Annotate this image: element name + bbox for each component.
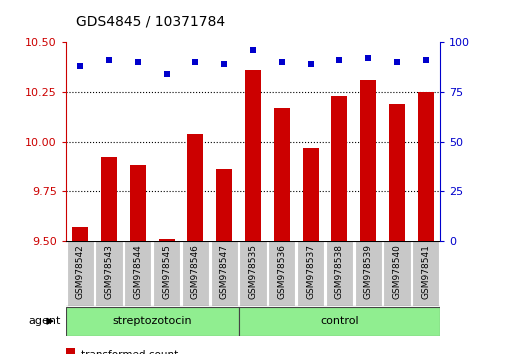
Bar — [216, 169, 232, 241]
Point — [133, 59, 141, 65]
Bar — [273, 108, 289, 241]
Bar — [72, 227, 88, 241]
Point — [105, 57, 113, 63]
FancyBboxPatch shape — [66, 307, 238, 336]
Bar — [302, 148, 318, 241]
Bar — [130, 165, 145, 241]
FancyBboxPatch shape — [124, 241, 151, 306]
Text: transformed count: transformed count — [81, 350, 178, 354]
Text: GSM978545: GSM978545 — [162, 244, 171, 299]
Text: GSM978540: GSM978540 — [392, 244, 401, 299]
Text: GSM978535: GSM978535 — [248, 244, 257, 299]
FancyBboxPatch shape — [95, 241, 122, 306]
Text: GSM978538: GSM978538 — [334, 244, 343, 299]
Bar — [159, 239, 174, 241]
Point — [306, 62, 314, 67]
Point — [277, 59, 285, 65]
FancyBboxPatch shape — [238, 307, 439, 336]
Text: GSM978541: GSM978541 — [421, 244, 429, 299]
Point — [364, 56, 372, 61]
Text: GSM978539: GSM978539 — [363, 244, 372, 299]
Text: GSM978542: GSM978542 — [76, 244, 84, 299]
Point — [162, 72, 170, 77]
Text: agent: agent — [28, 316, 61, 326]
Text: GSM978543: GSM978543 — [104, 244, 113, 299]
FancyBboxPatch shape — [354, 241, 381, 306]
Bar — [66, 348, 75, 354]
Point — [220, 62, 228, 67]
FancyBboxPatch shape — [67, 241, 93, 306]
Point — [335, 57, 343, 63]
Text: GSM978537: GSM978537 — [306, 244, 315, 299]
Point — [392, 59, 400, 65]
Text: control: control — [320, 316, 358, 326]
Text: streptozotocin: streptozotocin — [112, 316, 191, 326]
FancyBboxPatch shape — [296, 241, 324, 306]
Text: GDS4845 / 10371784: GDS4845 / 10371784 — [76, 14, 225, 28]
Bar — [244, 70, 261, 241]
Text: GSM978536: GSM978536 — [277, 244, 286, 299]
Bar — [187, 134, 203, 241]
Point — [76, 63, 84, 69]
Bar — [331, 96, 346, 241]
Bar — [101, 158, 117, 241]
Text: GSM978544: GSM978544 — [133, 244, 142, 299]
Point — [191, 59, 199, 65]
FancyBboxPatch shape — [239, 241, 266, 306]
FancyBboxPatch shape — [181, 241, 209, 306]
FancyBboxPatch shape — [383, 241, 410, 306]
FancyBboxPatch shape — [210, 241, 237, 306]
FancyBboxPatch shape — [268, 241, 295, 306]
Bar — [417, 92, 433, 241]
Text: GSM978547: GSM978547 — [219, 244, 228, 299]
FancyBboxPatch shape — [412, 241, 438, 306]
Point — [421, 57, 429, 63]
FancyBboxPatch shape — [325, 241, 352, 306]
Bar — [360, 80, 375, 241]
Bar — [388, 104, 404, 241]
FancyBboxPatch shape — [153, 241, 180, 306]
Text: GSM978546: GSM978546 — [190, 244, 199, 299]
Point — [248, 47, 257, 53]
